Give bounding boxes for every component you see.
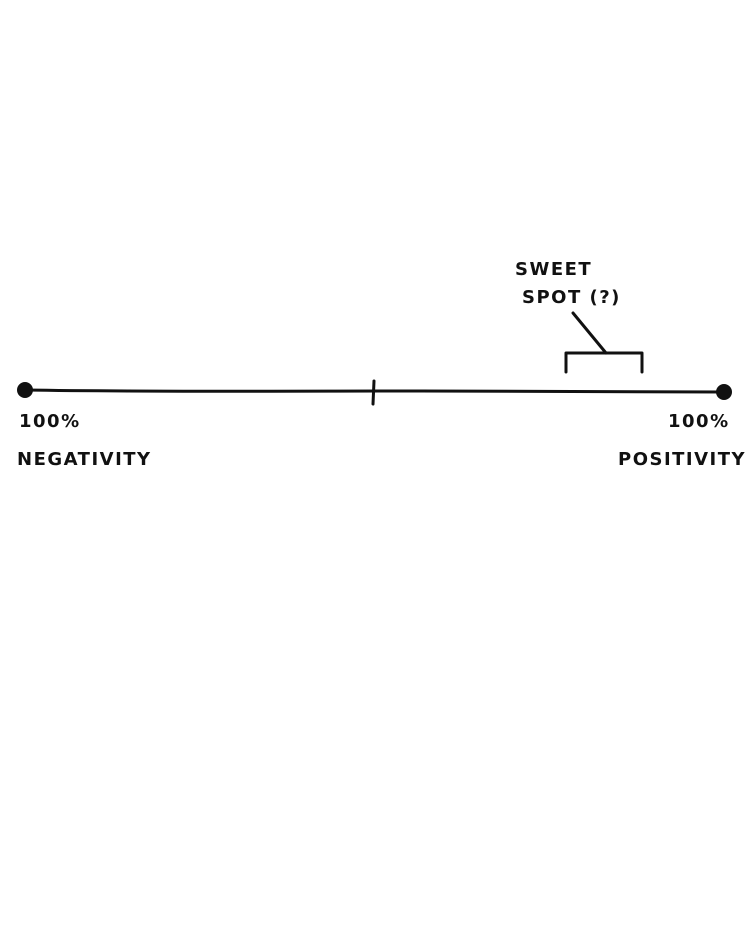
left-end-percent: 100% (19, 411, 81, 432)
midpoint-tick (371, 379, 376, 406)
sweet-spot-label-line2: SPOT (?) (522, 287, 621, 308)
right-end-percent: 100% (668, 411, 730, 432)
sweet-spot-bracket (564, 351, 644, 374)
sweet-spot-label-line1: SWEET (515, 259, 593, 280)
left-endpoint (17, 382, 33, 398)
right-endpoint (716, 384, 732, 400)
left-end-label: NEGATIVITY (17, 449, 152, 470)
spectrum-line (23, 388, 726, 394)
right-end-label: POSITIVITY (618, 449, 747, 470)
sweet-spot-pointer (571, 311, 608, 355)
